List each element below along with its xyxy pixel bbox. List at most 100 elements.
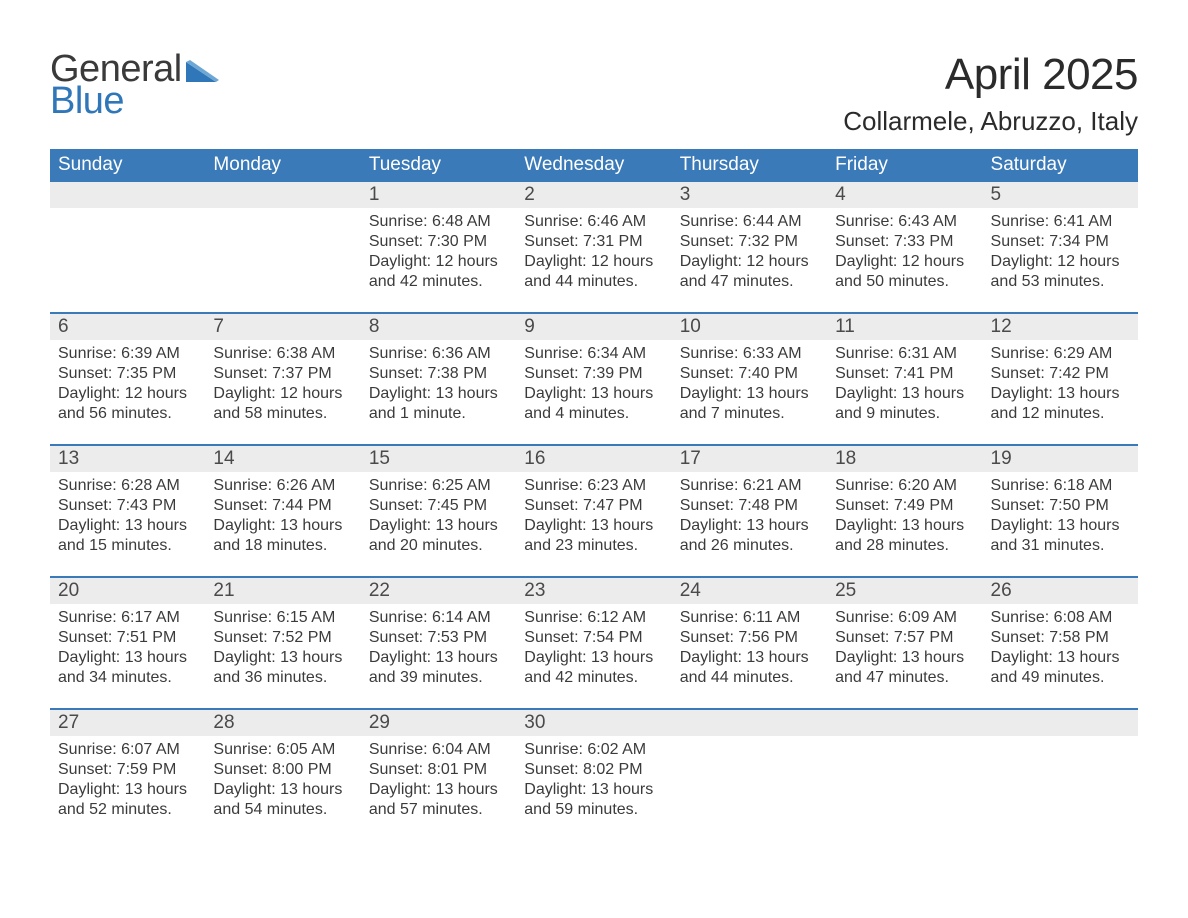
day-number-row: 20212223242526 bbox=[50, 578, 1138, 604]
daylight-text: Daylight: 12 hours and 42 minutes. bbox=[369, 252, 508, 292]
day-details bbox=[672, 736, 827, 750]
sunset-text: Sunset: 7:31 PM bbox=[524, 232, 663, 252]
sunrise-text: Sunrise: 6:34 AM bbox=[524, 344, 663, 364]
sunset-text: Sunset: 7:33 PM bbox=[835, 232, 974, 252]
day-number bbox=[205, 182, 360, 208]
days-of-week-header: Sunday Monday Tuesday Wednesday Thursday… bbox=[50, 149, 1138, 182]
day-number bbox=[50, 182, 205, 208]
day-cell: Sunrise: 6:25 AMSunset: 7:45 PMDaylight:… bbox=[361, 472, 516, 576]
day-number: 5 bbox=[983, 182, 1138, 208]
week-row: 13141516171819Sunrise: 6:28 AMSunset: 7:… bbox=[50, 444, 1138, 576]
daylight-text: Daylight: 13 hours and 47 minutes. bbox=[835, 648, 974, 688]
day-cell: Sunrise: 6:07 AMSunset: 7:59 PMDaylight:… bbox=[50, 736, 205, 840]
day-number bbox=[983, 710, 1138, 736]
day-cell bbox=[672, 736, 827, 840]
day-cell bbox=[205, 208, 360, 312]
daylight-text: Daylight: 12 hours and 50 minutes. bbox=[835, 252, 974, 292]
dow-sunday: Sunday bbox=[50, 149, 205, 182]
day-cell: Sunrise: 6:20 AMSunset: 7:49 PMDaylight:… bbox=[827, 472, 982, 576]
day-cell: Sunrise: 6:18 AMSunset: 7:50 PMDaylight:… bbox=[983, 472, 1138, 576]
day-cell: Sunrise: 6:21 AMSunset: 7:48 PMDaylight:… bbox=[672, 472, 827, 576]
day-number: 28 bbox=[205, 710, 360, 736]
sunrise-text: Sunrise: 6:33 AM bbox=[680, 344, 819, 364]
calendar-grid: Sunday Monday Tuesday Wednesday Thursday… bbox=[50, 149, 1138, 840]
day-cell: Sunrise: 6:31 AMSunset: 7:41 PMDaylight:… bbox=[827, 340, 982, 444]
day-details: Sunrise: 6:08 AMSunset: 7:58 PMDaylight:… bbox=[983, 604, 1138, 698]
day-number-row: 13141516171819 bbox=[50, 446, 1138, 472]
day-body-row: Sunrise: 6:48 AMSunset: 7:30 PMDaylight:… bbox=[50, 208, 1138, 312]
daylight-text: Daylight: 13 hours and 36 minutes. bbox=[213, 648, 352, 688]
day-cell: Sunrise: 6:29 AMSunset: 7:42 PMDaylight:… bbox=[983, 340, 1138, 444]
day-cell bbox=[983, 736, 1138, 840]
day-details bbox=[205, 208, 360, 222]
sunset-text: Sunset: 7:35 PM bbox=[58, 364, 197, 384]
dow-monday: Monday bbox=[205, 149, 360, 182]
day-details: Sunrise: 6:07 AMSunset: 7:59 PMDaylight:… bbox=[50, 736, 205, 830]
sunrise-text: Sunrise: 6:18 AM bbox=[991, 476, 1130, 496]
sunset-text: Sunset: 7:42 PM bbox=[991, 364, 1130, 384]
day-number-row: 6789101112 bbox=[50, 314, 1138, 340]
day-details bbox=[983, 736, 1138, 750]
day-number: 20 bbox=[50, 578, 205, 604]
day-details: Sunrise: 6:12 AMSunset: 7:54 PMDaylight:… bbox=[516, 604, 671, 698]
sunset-text: Sunset: 7:45 PM bbox=[369, 496, 508, 516]
sunset-text: Sunset: 7:59 PM bbox=[58, 760, 197, 780]
day-number: 12 bbox=[983, 314, 1138, 340]
day-number: 4 bbox=[827, 182, 982, 208]
sunset-text: Sunset: 7:40 PM bbox=[680, 364, 819, 384]
sunrise-text: Sunrise: 6:39 AM bbox=[58, 344, 197, 364]
sunset-text: Sunset: 7:56 PM bbox=[680, 628, 819, 648]
day-number: 13 bbox=[50, 446, 205, 472]
day-number: 14 bbox=[205, 446, 360, 472]
sunset-text: Sunset: 7:58 PM bbox=[991, 628, 1130, 648]
sunrise-text: Sunrise: 6:04 AM bbox=[369, 740, 508, 760]
day-cell: Sunrise: 6:08 AMSunset: 7:58 PMDaylight:… bbox=[983, 604, 1138, 708]
sunset-text: Sunset: 7:41 PM bbox=[835, 364, 974, 384]
day-details: Sunrise: 6:38 AMSunset: 7:37 PMDaylight:… bbox=[205, 340, 360, 434]
sunrise-text: Sunrise: 6:21 AM bbox=[680, 476, 819, 496]
sunset-text: Sunset: 7:50 PM bbox=[991, 496, 1130, 516]
daylight-text: Daylight: 13 hours and 57 minutes. bbox=[369, 780, 508, 820]
day-cell: Sunrise: 6:44 AMSunset: 7:32 PMDaylight:… bbox=[672, 208, 827, 312]
brand-line2: Blue bbox=[50, 82, 220, 120]
daylight-text: Daylight: 13 hours and 34 minutes. bbox=[58, 648, 197, 688]
day-number: 29 bbox=[361, 710, 516, 736]
day-cell: Sunrise: 6:48 AMSunset: 7:30 PMDaylight:… bbox=[361, 208, 516, 312]
daylight-text: Daylight: 13 hours and 18 minutes. bbox=[213, 516, 352, 556]
day-number-row: 27282930 bbox=[50, 710, 1138, 736]
day-number: 24 bbox=[672, 578, 827, 604]
day-cell: Sunrise: 6:11 AMSunset: 7:56 PMDaylight:… bbox=[672, 604, 827, 708]
daylight-text: Daylight: 13 hours and 23 minutes. bbox=[524, 516, 663, 556]
sunrise-text: Sunrise: 6:11 AM bbox=[680, 608, 819, 628]
sunset-text: Sunset: 7:34 PM bbox=[991, 232, 1130, 252]
sunset-text: Sunset: 7:32 PM bbox=[680, 232, 819, 252]
day-cell: Sunrise: 6:05 AMSunset: 8:00 PMDaylight:… bbox=[205, 736, 360, 840]
daylight-text: Daylight: 13 hours and 20 minutes. bbox=[369, 516, 508, 556]
week-row: 12345Sunrise: 6:48 AMSunset: 7:30 PMDayl… bbox=[50, 182, 1138, 312]
location-subtitle: Collarmele, Abruzzo, Italy bbox=[843, 106, 1138, 137]
day-cell: Sunrise: 6:36 AMSunset: 7:38 PMDaylight:… bbox=[361, 340, 516, 444]
daylight-text: Daylight: 12 hours and 56 minutes. bbox=[58, 384, 197, 424]
day-cell: Sunrise: 6:41 AMSunset: 7:34 PMDaylight:… bbox=[983, 208, 1138, 312]
day-number: 15 bbox=[361, 446, 516, 472]
day-number: 22 bbox=[361, 578, 516, 604]
daylight-text: Daylight: 13 hours and 52 minutes. bbox=[58, 780, 197, 820]
day-details: Sunrise: 6:43 AMSunset: 7:33 PMDaylight:… bbox=[827, 208, 982, 302]
sunrise-text: Sunrise: 6:23 AM bbox=[524, 476, 663, 496]
day-number: 18 bbox=[827, 446, 982, 472]
sunset-text: Sunset: 8:01 PM bbox=[369, 760, 508, 780]
day-number: 3 bbox=[672, 182, 827, 208]
sunrise-text: Sunrise: 6:46 AM bbox=[524, 212, 663, 232]
daylight-text: Daylight: 13 hours and 49 minutes. bbox=[991, 648, 1130, 688]
day-number: 26 bbox=[983, 578, 1138, 604]
day-number: 17 bbox=[672, 446, 827, 472]
day-details: Sunrise: 6:29 AMSunset: 7:42 PMDaylight:… bbox=[983, 340, 1138, 434]
day-number: 25 bbox=[827, 578, 982, 604]
sunset-text: Sunset: 7:44 PM bbox=[213, 496, 352, 516]
week-row: 27282930Sunrise: 6:07 AMSunset: 7:59 PMD… bbox=[50, 708, 1138, 840]
page-header: General Blue April 2025 Collarmele, Abru… bbox=[50, 50, 1138, 137]
day-details: Sunrise: 6:21 AMSunset: 7:48 PMDaylight:… bbox=[672, 472, 827, 566]
sunset-text: Sunset: 7:43 PM bbox=[58, 496, 197, 516]
sunrise-text: Sunrise: 6:17 AM bbox=[58, 608, 197, 628]
day-cell: Sunrise: 6:15 AMSunset: 7:52 PMDaylight:… bbox=[205, 604, 360, 708]
